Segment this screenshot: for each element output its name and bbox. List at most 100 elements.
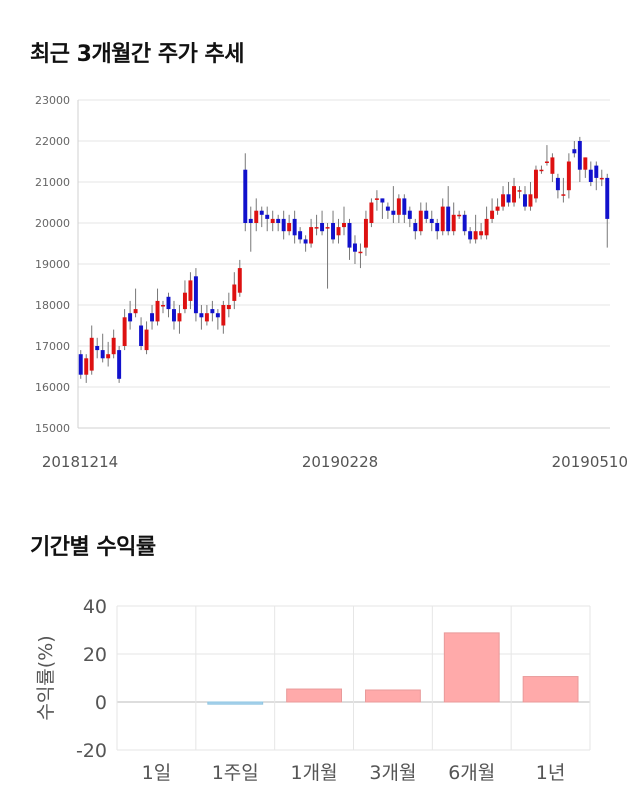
returns-x-tick-label: 1개월 [291,762,338,784]
candle-down [605,177,610,219]
candle-down [352,243,357,252]
candle-up [457,214,462,217]
candle-up [418,210,423,232]
price-x-tick-label: 20181214 [42,453,118,471]
candle-up [122,317,127,346]
returns-x-tick-label: 1년 [536,762,566,784]
candle-up [599,177,604,180]
candle-down [435,223,440,232]
candle-up [517,190,522,192]
candle-up [144,329,149,351]
candle-down [215,313,220,318]
candle-down [117,350,122,379]
candle-down [281,218,286,232]
candle-down [380,198,385,203]
candle-down [95,346,100,351]
candle-up [473,231,478,240]
candle-down [429,218,434,223]
price-y-tick-label: 19000 [35,258,70,271]
candle-down [523,194,527,207]
candle-up [254,210,259,223]
candle-down [265,214,270,219]
candle-down [276,218,281,223]
candle-down [594,165,599,178]
candle-up [544,161,549,163]
candle-down [385,206,390,211]
candle-down [555,177,560,191]
candle-down [210,309,215,314]
price-x-tick-label: 20190510 [552,453,628,471]
price-y-tick-label: 17000 [35,340,70,353]
price-y-tick-label: 22000 [35,135,70,148]
candle-up [550,157,555,174]
returns-bar [522,676,579,703]
candle-up [440,206,445,232]
candle-down [128,313,133,322]
candle-up [561,194,566,196]
candle-down [577,141,582,170]
candle-down [139,325,144,346]
price-x-tick-label: 20190228 [302,453,378,471]
candle-down [462,214,467,232]
candlestick-chart: 15000 16000 17000 18000 19000 20000 21000 22000… [35,94,628,471]
candle-up [314,227,319,229]
candle-up [479,231,484,236]
candle-up [177,313,182,322]
candle-down [303,239,308,244]
candle-up [533,169,538,199]
candle-down [100,350,105,359]
candle-up [133,309,138,314]
candle-down [248,218,253,223]
candle-down [331,223,336,240]
price-y-tick-label: 15000 [35,422,70,435]
returns-x-tick-label: 1일 [142,762,172,784]
returns-x-tick-label: 1주일 [212,762,259,784]
candle-up [501,194,506,207]
candle-up [84,358,89,375]
price-y-tick-label: 16000 [35,381,70,394]
candle-up [583,157,588,170]
candle-up [396,198,401,215]
candle-up [451,214,456,232]
candle-down [506,194,511,203]
candle-down [391,210,396,215]
price-y-tick-label: 20000 [35,217,70,230]
candle-up [342,223,346,228]
candle-up [539,169,544,172]
returns-y-tick-label: 20 [83,644,107,666]
candle-up [369,202,374,223]
candle-up [111,337,116,355]
candle-down [402,198,407,215]
price-y-tick-label: 21000 [35,176,70,189]
candle-down [572,149,577,154]
price-chart-title: 최근 3개월간 주가 추세 [30,42,244,67]
candle-up [528,194,533,207]
candle-up [89,337,94,371]
returns-bar [286,688,342,703]
returns-bar [443,632,500,703]
returns-y-tick-label: -20 [76,740,107,762]
candle-down [259,210,264,215]
candle-up [188,280,193,301]
candle-down [413,223,418,232]
candle-down [166,296,171,310]
candle-down [193,276,198,314]
candle-up [204,313,209,322]
candle-up [484,218,489,236]
candle-up [512,186,516,203]
candle-up [495,206,500,211]
candle-up [374,198,379,200]
candle-up [336,227,341,236]
candle-down [588,169,593,182]
candle-up [106,354,111,359]
returns-chart-title: 기간별 수익률 [30,535,156,560]
price-y-tick-label: 18000 [35,299,70,312]
candle-down [199,313,204,318]
candle-up [232,284,237,301]
candle-down [320,223,325,232]
candle-up [309,227,314,244]
candle-down [243,169,248,223]
candle-up [161,305,165,307]
candle-up [182,292,187,310]
candle-up [226,305,231,310]
